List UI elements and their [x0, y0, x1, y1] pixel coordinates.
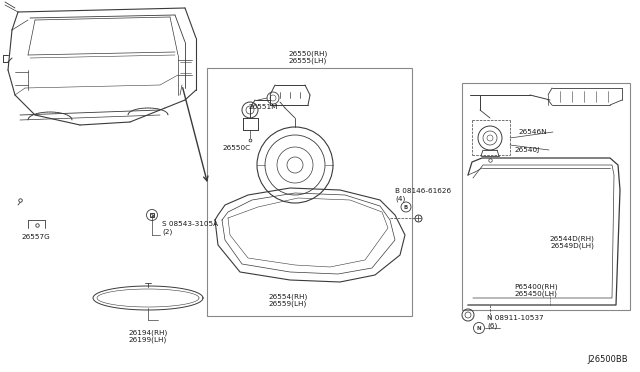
Text: 26557G: 26557G: [22, 234, 51, 240]
Text: 26540J: 26540J: [514, 147, 540, 153]
Text: B: B: [404, 205, 408, 209]
Text: N: N: [477, 326, 481, 330]
Text: 26551M: 26551M: [248, 104, 277, 110]
Text: J26500BB: J26500BB: [588, 356, 628, 365]
Text: S: S: [150, 212, 154, 218]
Text: S 08543-3105A
(2): S 08543-3105A (2): [162, 221, 218, 235]
Text: 26546N: 26546N: [518, 129, 547, 135]
Text: 26554(RH)
26559(LH): 26554(RH) 26559(LH): [268, 293, 308, 307]
Text: P65400(RH)
265450(LH): P65400(RH) 265450(LH): [514, 283, 558, 297]
Text: B 08146-61626
(4): B 08146-61626 (4): [395, 188, 451, 202]
Text: 26550C: 26550C: [222, 145, 250, 151]
Text: 26550(RH)
26555(LH): 26550(RH) 26555(LH): [289, 50, 328, 64]
Text: 26194(RH)
26199(LH): 26194(RH) 26199(LH): [129, 329, 168, 343]
Text: N 08911-10537
(6): N 08911-10537 (6): [487, 315, 543, 329]
Text: 26544D(RH)
26549D(LH): 26544D(RH) 26549D(LH): [550, 235, 595, 249]
